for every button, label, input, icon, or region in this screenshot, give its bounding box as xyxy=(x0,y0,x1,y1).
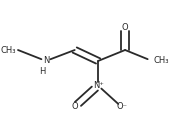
Text: H: H xyxy=(39,67,46,76)
Text: CH₃: CH₃ xyxy=(1,45,16,55)
Text: O: O xyxy=(122,23,128,32)
Text: CH₃: CH₃ xyxy=(154,56,169,65)
Text: O: O xyxy=(71,102,78,111)
Text: O⁻: O⁻ xyxy=(116,102,127,111)
Text: N: N xyxy=(43,56,49,65)
Text: N⁺: N⁺ xyxy=(93,81,104,90)
